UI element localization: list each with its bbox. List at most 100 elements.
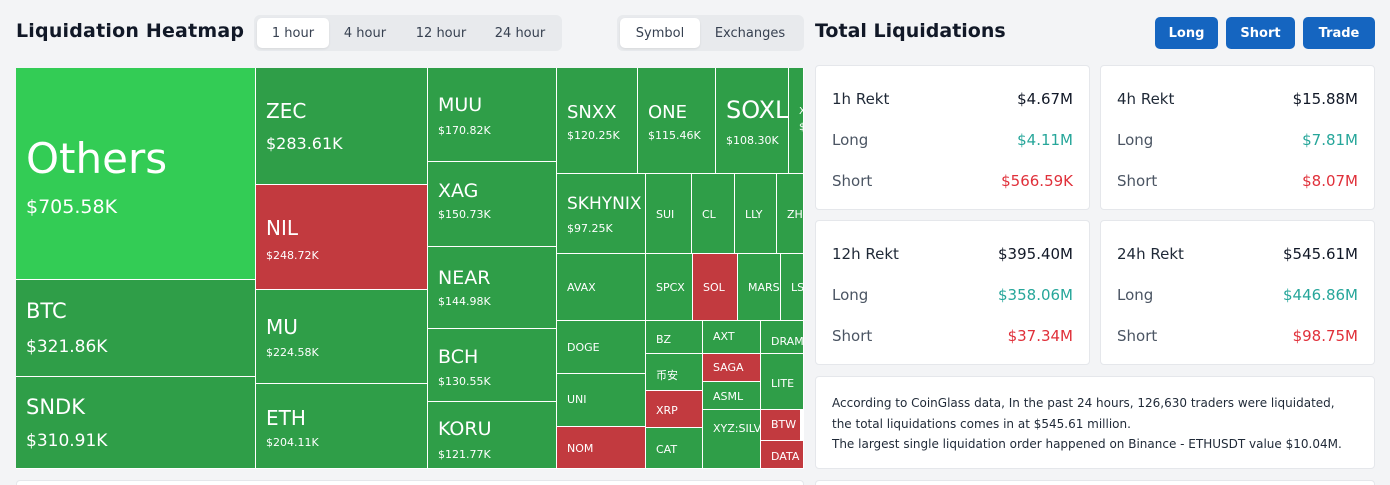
treemap-tile[interactable]: CAT [646,428,703,469]
tile-value: $144.98K [438,295,491,308]
long-button[interactable]: Long [1155,17,1218,49]
card-short-value: $98.75M [1292,327,1358,345]
trade-button[interactable]: Trade [1303,17,1375,49]
treemap-tile[interactable]: MUU $170.82K [428,68,557,162]
card-long-label: Long [1117,286,1154,304]
treemap-tile[interactable]: SOL [693,254,738,321]
tile-symbol: SPCX [656,281,685,294]
treemap-tile[interactable]: ONE $115.46K [638,68,716,174]
card-total: $4.67M [1017,90,1073,108]
tab-24-hour[interactable]: 24 hour [494,25,546,41]
treemap-tile[interactable]: SOXL $108.30K [716,68,789,174]
treemap-tile[interactable]: XAG $150.73K [428,162,557,247]
card-short-value: $37.34M [1007,327,1073,345]
tile-symbol: MARS [748,281,780,294]
tile-value: $120.25K [567,129,620,142]
treemap-tile[interactable]: NIL $248.72K [256,185,428,290]
tile-symbol: ASML [713,390,744,403]
tab-4-hour[interactable]: 4 hour [343,25,387,41]
treemap-tile[interactable]: AXT [703,321,761,354]
time-range-tabs: 1 hour 4 hour 12 hour 24 hour [254,15,562,51]
treemap-tile[interactable]: ZEC $283.61K [256,68,428,185]
treemap-tile[interactable]: BZ [646,321,703,354]
tile-symbol: SNXX [567,102,617,123]
tile-symbol: XYZ:SILV [713,422,761,435]
treemap-tile[interactable]: Others $705.58K [16,68,256,280]
treemap-tile[interactable]: SAGA [703,354,761,382]
tile-symbol: DOGE [567,341,600,354]
short-button[interactable]: Short [1226,17,1295,49]
treemap-tile[interactable]: UNI [557,374,646,427]
tile-value: $321.86K [26,337,108,357]
treemap-tile[interactable]: KORU $121.77K [428,402,557,469]
tile-symbol: MUU [438,94,483,116]
card-period: 4h Rekt [1117,90,1175,108]
treemap-tile[interactable]: MU $224.58K [256,290,428,384]
liquidation-treemap: Others $705.58K BTC $321.86K SNDK $310.91K ZEC… [16,68,804,469]
tile-symbol: BTC [26,299,67,323]
treemap-tile[interactable]: MARS [738,254,781,321]
treemap-tile[interactable]: X$ [789,68,804,174]
tile-value: $97.25K [567,222,613,235]
tile-symbol: SNDK [26,395,85,419]
treemap-tile[interactable]: LITE [761,354,804,410]
tab-1-hour[interactable]: 1 hour [257,18,329,48]
tile-symbol: MU [266,315,298,339]
tile-symbol: BTW [771,418,797,431]
treemap-tile[interactable]: SKHYNIX $97.25K [557,174,646,254]
tile-symbol: NIL [266,216,299,240]
tab-symbol[interactable]: Symbol [620,18,700,48]
treemap-tile[interactable]: SPCX [646,254,693,321]
heatmap-title: Liquidation Heatmap [16,20,245,42]
tile-value: $108.30K [726,134,779,147]
treemap-tile[interactable]: XRP [646,391,703,428]
treemap-tile[interactable]: SNDK $310.91K [16,377,256,469]
view-tabs: Symbol Exchanges [617,15,804,51]
tile-symbol: NOM [567,442,594,455]
treemap-tile[interactable]: DRAM [761,321,804,354]
treemap-tile[interactable]: DATA [761,441,804,469]
tile-symbol: CL [702,208,716,221]
rekt-card-4h: 4h Rekt $15.88M Long $7.81M Short $8.07M [1100,65,1375,210]
tab-12-hour[interactable]: 12 hour [415,25,467,41]
tile-symbol: XRP [656,404,678,417]
treemap-tile[interactable]: BTC $321.86K [16,280,256,377]
tile-symbol: ONE [648,102,688,123]
tile-symbol: LS [791,281,804,294]
card-short-value: $566.59K [1001,172,1073,190]
tab-exchanges[interactable]: Exchanges [714,25,786,41]
card-total: $15.88M [1292,90,1358,108]
treemap-tile[interactable]: NEAR $144.98K [428,247,557,329]
treemap-tile[interactable]: AVAX [557,254,646,321]
card-long-label: Long [832,286,869,304]
tile-symbol: DATA [771,450,800,463]
treemap-tile[interactable]: LLY [735,174,777,254]
treemap-tile[interactable]: CL [692,174,735,254]
treemap-tile[interactable]: 币安 [646,354,703,391]
treemap-tile[interactable]: ETH $204.11K [256,384,428,469]
tile-symbol: UNI [567,393,587,406]
treemap-tile[interactable]: ASML [703,382,761,410]
treemap-tile[interactable]: NOM [557,427,646,469]
tile-symbol: ETH [266,406,306,430]
tile-value: $130.55K [438,375,491,388]
card-short-value: $8.07M [1302,172,1358,190]
treemap-tile[interactable]: BCH $130.55K [428,329,557,402]
tile-value: $248.72K [266,249,319,262]
tile-symbol: SOL [703,281,725,294]
rekt-card-24h: 24h Rekt $545.61M Long $446.86M Short $98.7… [1100,220,1375,365]
tile-value: $224.58K [266,346,319,359]
treemap-tile[interactable]: ZH [777,174,804,254]
treemap-tile[interactable]: SNXX $120.25K [557,68,638,174]
card-long-label: Long [1117,131,1154,149]
treemap-tile[interactable]: SUI [646,174,692,254]
tile-value: $115.46K [648,129,701,142]
treemap-tile[interactable]: BTW [761,410,801,441]
card-long-value: $4.11M [1017,131,1073,149]
treemap-tile[interactable]: DOGE [557,321,646,374]
treemap-tile[interactable]: LS [781,254,804,321]
card-total: $395.40M [998,245,1073,263]
treemap-tile[interactable]: XYZ:SILV [703,410,761,469]
card-period: 1h Rekt [832,90,890,108]
